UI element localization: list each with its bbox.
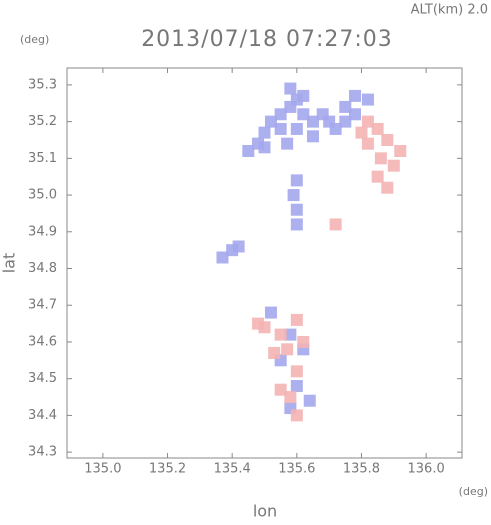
echo-cell <box>281 343 294 356</box>
echo-cell <box>381 133 394 146</box>
echo-cell <box>290 365 303 378</box>
y-tick-label: 35.3 <box>28 77 57 92</box>
echo-cell <box>306 130 319 143</box>
y-tick-label: 34.6 <box>28 334 57 349</box>
y-axis-label: lat <box>0 253 19 274</box>
echo-cell <box>284 391 297 404</box>
y-tick-label: 34.3 <box>28 445 57 460</box>
y-tick-label: 34.4 <box>28 408 57 423</box>
echo-cell <box>339 100 352 113</box>
echo-cell <box>290 122 303 135</box>
subtitle: ALT(km) 2.0 <box>411 3 488 18</box>
y-tick-label: 34.5 <box>28 371 57 386</box>
x-tick-label: 135.6 <box>278 462 315 477</box>
echo-cell <box>258 126 271 139</box>
echo-cell <box>381 181 394 194</box>
echo-cell <box>216 251 229 264</box>
echo-cell <box>361 115 374 128</box>
x-tick-label: 136.0 <box>408 462 445 477</box>
echo-cell <box>281 137 294 150</box>
y-tick-label: 35.1 <box>28 151 57 166</box>
echo-cell <box>274 383 287 396</box>
echo-cell <box>258 141 271 154</box>
x-tick-label: 135.2 <box>149 462 186 477</box>
echo-cell <box>339 115 352 128</box>
echo-cell <box>284 82 297 95</box>
echo-cell <box>297 335 310 348</box>
echo-cell <box>329 218 342 231</box>
x-unit: (deg) <box>459 485 488 498</box>
echo-cell <box>252 317 265 330</box>
echo-cell <box>268 346 281 359</box>
echo-cell <box>297 108 310 121</box>
echo-cell <box>349 89 362 102</box>
echo-cell <box>329 122 342 135</box>
y-tick-label: 34.8 <box>28 261 57 276</box>
echo-cell <box>284 328 297 341</box>
plot-frame <box>66 67 463 459</box>
echo-cell <box>387 159 400 172</box>
echo-cell <box>349 108 362 121</box>
echo-cell <box>274 328 287 341</box>
echo-cell <box>264 115 277 128</box>
x-tick-label: 135.8 <box>343 462 380 477</box>
y-tick-label: 35.0 <box>28 188 57 203</box>
echo-cell <box>290 409 303 422</box>
x-tick-label: 135.0 <box>84 462 121 477</box>
echo-cell <box>274 122 287 135</box>
echo-cell <box>361 137 374 150</box>
x-tick-label: 135.4 <box>214 462 251 477</box>
x-axis-label: lon <box>253 502 277 521</box>
echo-cell <box>242 144 255 157</box>
echo-cell <box>371 122 384 135</box>
echo-cell <box>232 240 245 253</box>
echo-cell <box>306 115 319 128</box>
echo-cell <box>355 126 368 139</box>
echo-cell <box>290 203 303 216</box>
echo-cell <box>394 144 407 157</box>
echo-cell <box>290 313 303 326</box>
echo-cell <box>361 93 374 106</box>
echo-cell <box>264 306 277 319</box>
y-unit: (deg) <box>20 33 49 46</box>
chart-title: 2013/07/18 07:27:03 <box>141 27 393 52</box>
echo-cell <box>297 89 310 102</box>
echo-cell <box>290 380 303 393</box>
echo-cell <box>374 152 387 165</box>
echo-cell <box>371 170 384 183</box>
y-tick-label: 35.2 <box>28 114 57 129</box>
y-tick-label: 34.7 <box>28 298 57 313</box>
echo-cell <box>290 218 303 231</box>
y-tick-label: 34.9 <box>28 224 57 239</box>
echo-cell <box>303 394 316 407</box>
echo-cell <box>290 174 303 187</box>
echo-cell <box>287 189 300 202</box>
echo-cell <box>274 108 287 121</box>
